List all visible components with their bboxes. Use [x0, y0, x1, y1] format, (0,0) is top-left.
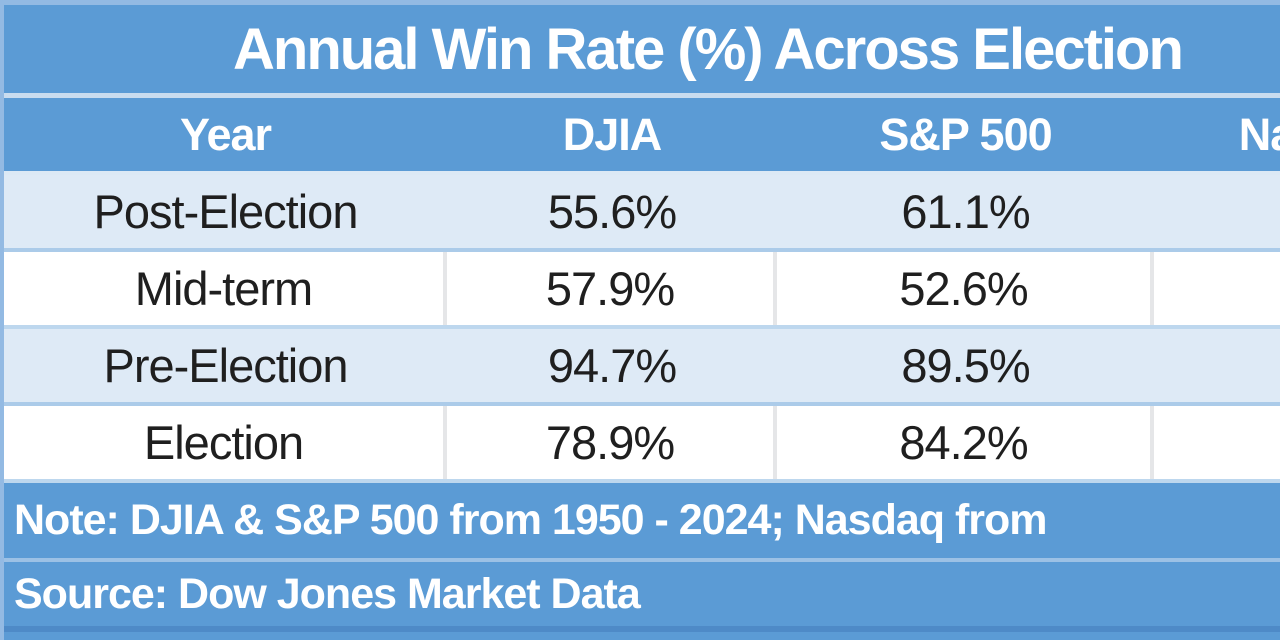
column-header-sp500: S&P 500 — [879, 108, 1052, 160]
cell-djia: 57.9% — [447, 252, 777, 325]
cell-year: Pre-Election — [103, 339, 349, 392]
cell-year: Post-Election — [93, 185, 359, 238]
table-note: Note: DJIA & S&P 500 from 1950 - 2024; N… — [14, 496, 1048, 544]
table-row-post-election: Post-Election 55.6% 61.1% — [4, 175, 1280, 252]
table-source-row: Source: Dow Jones Market Data — [4, 562, 1280, 632]
cell-nasdaq — [1154, 406, 1280, 479]
cell-sp500: 89.5% — [901, 339, 1030, 392]
table-note-row: Note: DJIA & S&P 500 from 1950 - 2024; N… — [4, 483, 1280, 562]
table-row-election: Election 78.9% 84.2% — [4, 406, 1280, 483]
cell-sp500: 61.1% — [901, 185, 1030, 238]
table-title-row: Annual Win Rate (%) Across Election — [4, 5, 1280, 98]
cell-sp500: 52.6% — [777, 252, 1154, 325]
cell-djia: 94.7% — [547, 339, 677, 392]
cell-djia: 78.9% — [447, 406, 777, 479]
cell-nasdaq — [1154, 175, 1280, 248]
cell-sp500: 84.2% — [777, 406, 1154, 479]
table-header-row: Year DJIA S&P 500 Nasdaq — [4, 98, 1280, 175]
cell-nasdaq — [1154, 329, 1280, 402]
cell-nasdaq — [1154, 252, 1280, 325]
column-header-year: Year — [179, 108, 272, 160]
table-row-mid-term: Mid-term 57.9% 52.6% — [4, 252, 1280, 329]
column-header-nasdaq: Nasdaq — [1238, 108, 1280, 160]
column-header-djia: DJIA — [562, 108, 663, 160]
cell-djia: 55.6% — [547, 185, 677, 238]
table-source: Source: Dow Jones Market Data — [14, 569, 641, 618]
table-row-pre-election: Pre-Election 94.7% 89.5% — [4, 329, 1280, 406]
cell-year: Mid-term — [4, 252, 447, 325]
cell-year: Election — [4, 406, 447, 479]
table-title: Annual Win Rate (%) Across Election — [233, 16, 1184, 82]
